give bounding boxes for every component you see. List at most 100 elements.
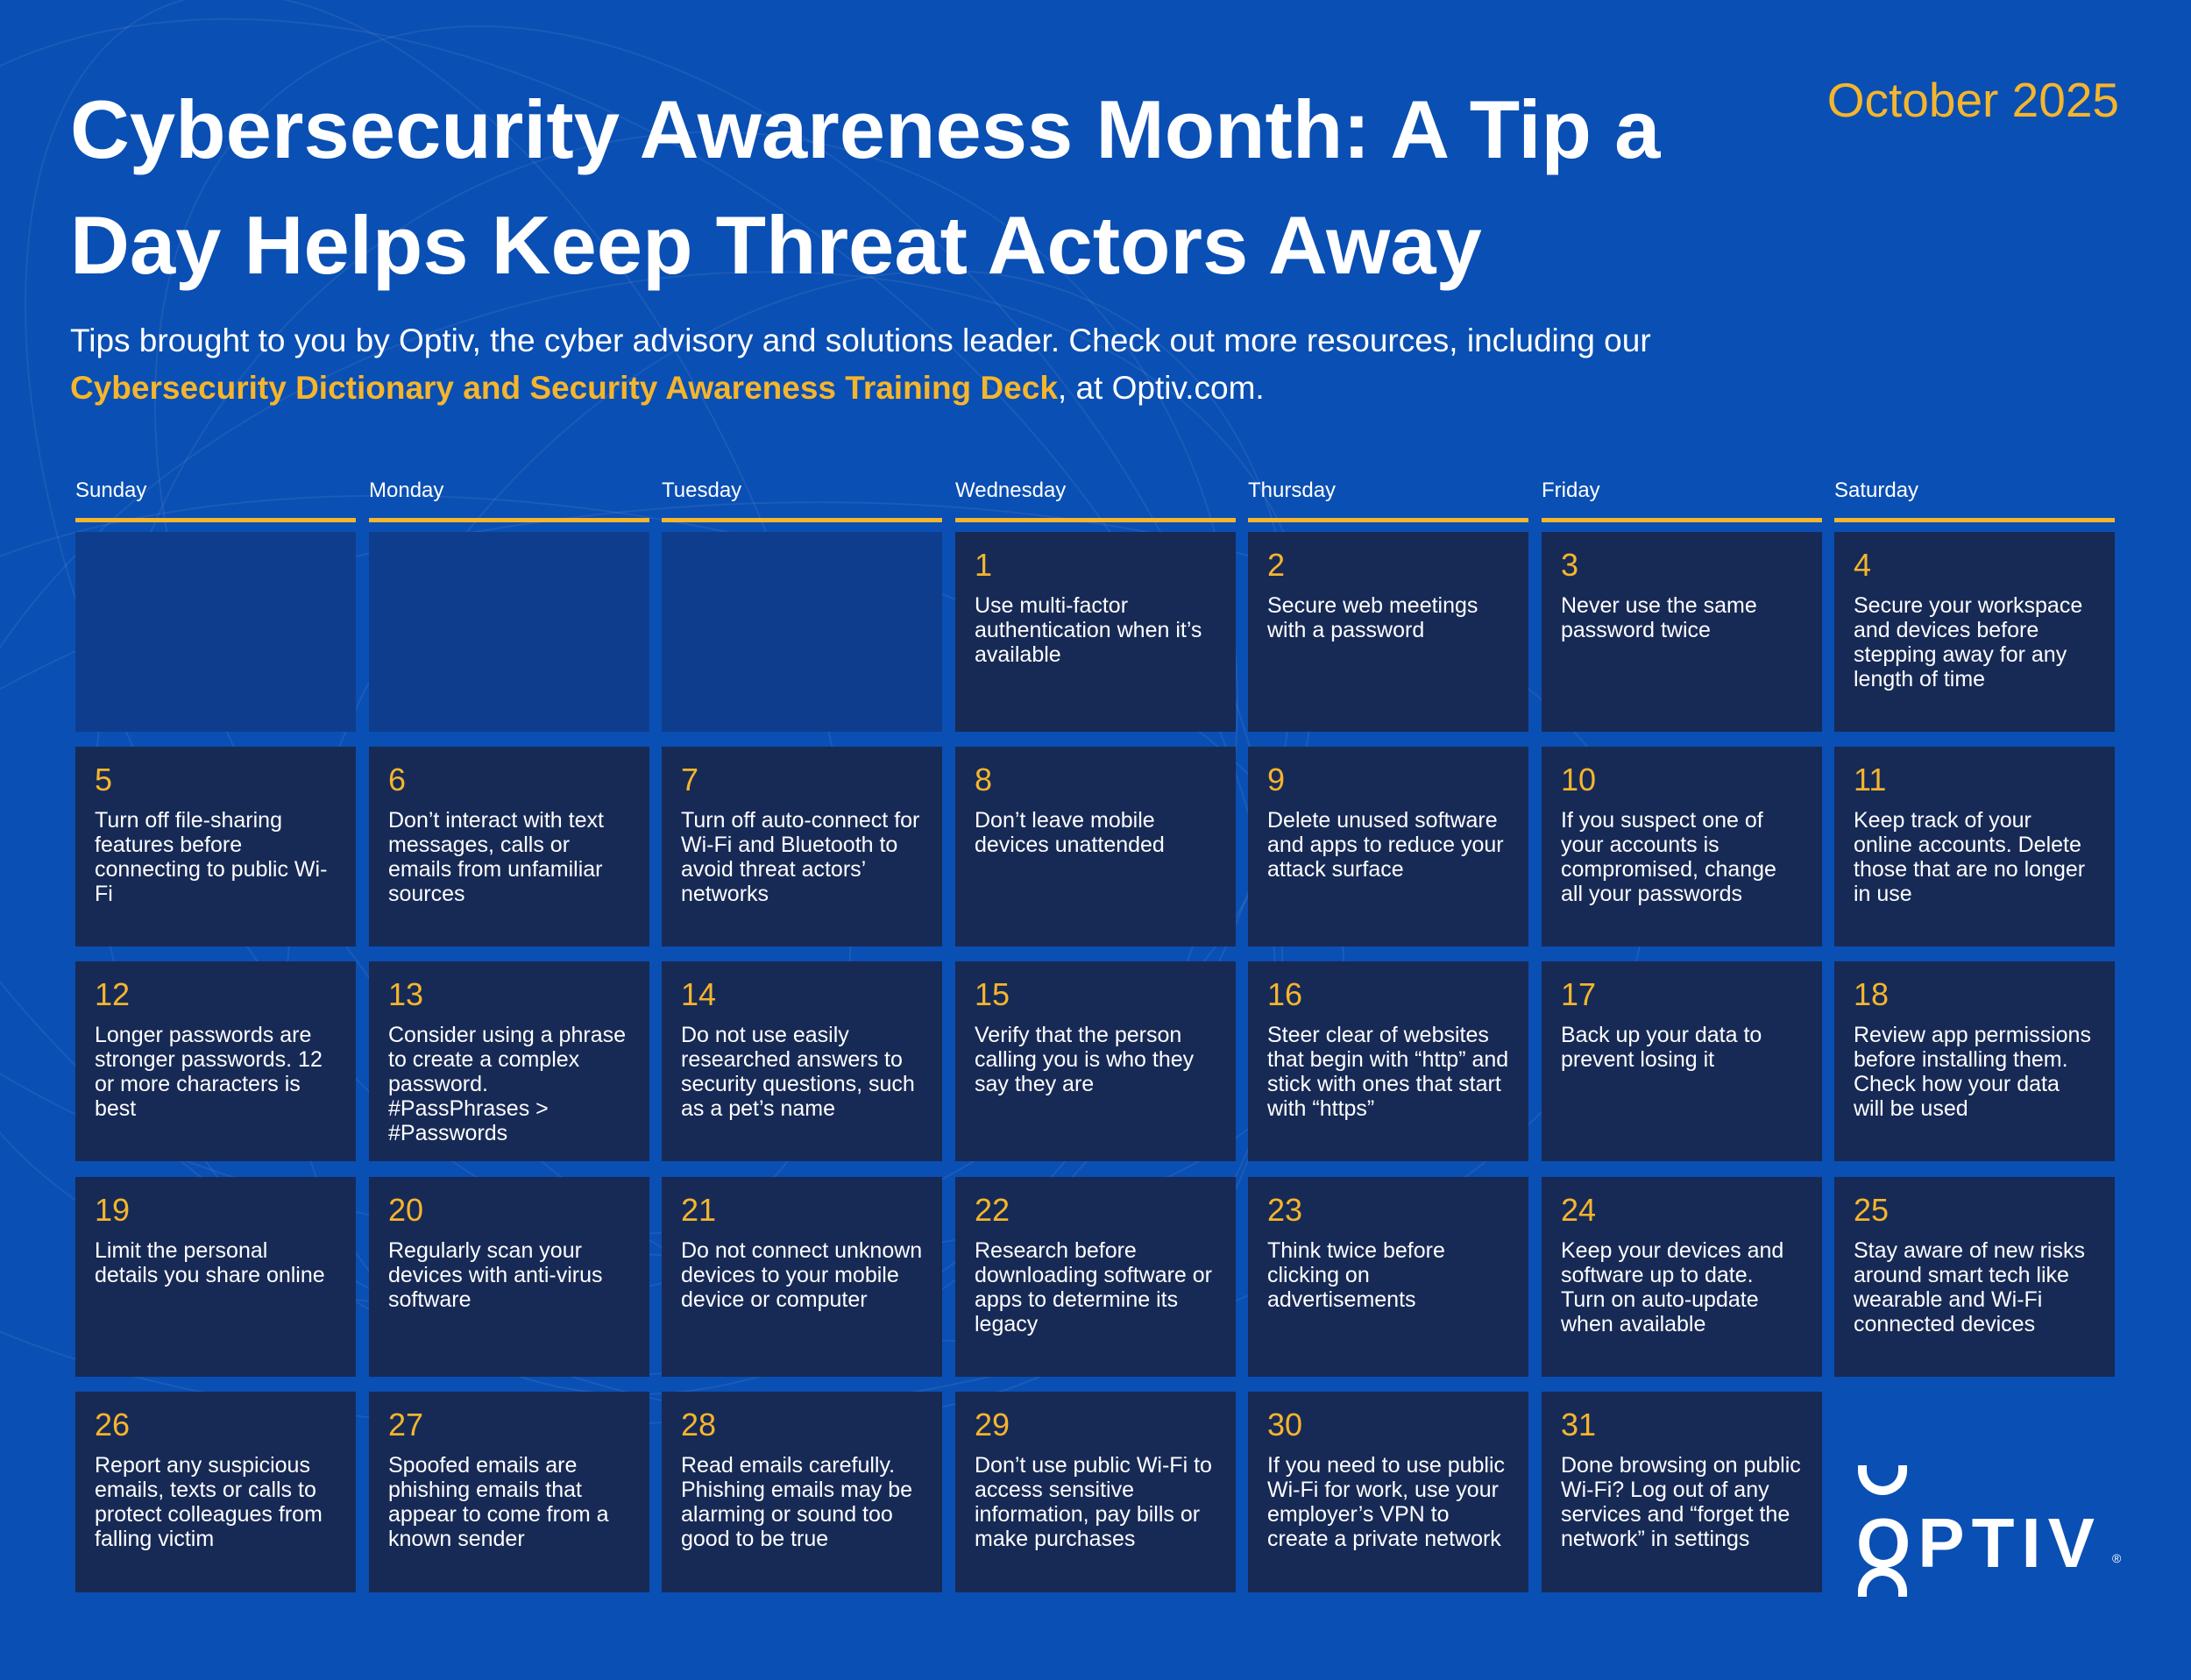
calendar-day: 12 Longer passwords are stronger passwor… bbox=[75, 961, 356, 1161]
calendar-day: 14 Do not use easily researched answers … bbox=[662, 961, 942, 1161]
calendar-day: 30 If you need to use public Wi-Fi for w… bbox=[1248, 1392, 1528, 1592]
calendar-day: 23 Think twice before clicking on advert… bbox=[1248, 1177, 1528, 1377]
day-number: 28 bbox=[681, 1407, 717, 1443]
day-number: 21 bbox=[681, 1192, 717, 1228]
weekday-thursday: Thursday bbox=[1248, 478, 1528, 522]
day-number: 17 bbox=[1561, 976, 1597, 1012]
tip-text: Back up your data to prevent losing it bbox=[1561, 1023, 1762, 1072]
tip-text: Review app permissions before installing… bbox=[1854, 1023, 2091, 1121]
optiv-logo: OPTIV ® bbox=[1856, 1465, 2121, 1597]
month-year-label: October 2025 bbox=[1826, 73, 2119, 127]
tip-text: Do not connect unknown devices to your m… bbox=[681, 1238, 923, 1312]
calendar-day: 22 Research before downloading software … bbox=[955, 1177, 1236, 1377]
weekday-wednesday: Wednesday bbox=[955, 478, 1236, 522]
day-number: 25 bbox=[1854, 1192, 1890, 1228]
tip-text: Think twice before clicking on advertise… bbox=[1267, 1238, 1445, 1312]
calendar-day: 27 Spoofed emails are phishing emails th… bbox=[369, 1392, 649, 1592]
weekday-sunday: Sunday bbox=[75, 478, 356, 522]
day-number: 10 bbox=[1561, 762, 1597, 797]
tip-text: Never use the same password twice bbox=[1561, 593, 1757, 642]
calendar-day: 11 Keep track of your online accounts. D… bbox=[1834, 747, 2115, 946]
calendar-day: 7 Turn off auto-connect for Wi-Fi and Bl… bbox=[662, 747, 942, 946]
day-number: 2 bbox=[1267, 547, 1286, 583]
tip-text: Don’t use public Wi-Fi to access sensiti… bbox=[975, 1453, 1212, 1551]
calendar-day: 2 Secure web meetings with a password bbox=[1248, 532, 1528, 732]
logo-wordmark: OPTIV bbox=[1856, 1504, 2102, 1582]
calendar-cell-empty bbox=[662, 532, 942, 732]
calendar-day: 15 Verify that the person calling you is… bbox=[955, 961, 1236, 1161]
tip-text: Limit the personal details you share onl… bbox=[95, 1238, 325, 1287]
tip-text: If you need to use public Wi-Fi for work… bbox=[1267, 1453, 1506, 1551]
calendar-cell-empty bbox=[75, 532, 356, 732]
intro-text-start: Tips brought to you by Optiv, the cyber … bbox=[70, 323, 1651, 358]
resources-link[interactable]: Cybersecurity Dictionary and Security Aw… bbox=[70, 370, 1058, 406]
day-number: 11 bbox=[1854, 762, 1887, 797]
day-number: 15 bbox=[975, 976, 1010, 1012]
day-number: 27 bbox=[388, 1407, 424, 1443]
tip-text: Turn off auto-connect for Wi-Fi and Blue… bbox=[681, 808, 920, 906]
day-number: 1 bbox=[975, 547, 993, 583]
day-number: 9 bbox=[1267, 762, 1286, 797]
day-number: 4 bbox=[1854, 547, 1872, 583]
day-number: 13 bbox=[388, 976, 424, 1012]
calendar-day: 31 Done browsing on public Wi-Fi? Log ou… bbox=[1542, 1392, 1822, 1592]
day-number: 30 bbox=[1267, 1407, 1303, 1443]
tip-text: Use multi-factor authentication when it’… bbox=[975, 593, 1202, 667]
day-number: 16 bbox=[1267, 976, 1303, 1012]
calendar-day: 18 Review app permissions before install… bbox=[1834, 961, 2115, 1161]
tip-text: Research before downloading software or … bbox=[975, 1238, 1212, 1336]
day-number: 8 bbox=[975, 762, 993, 797]
weekday-monday: Monday bbox=[369, 478, 649, 522]
tip-text: Spoofed emails are phishing emails that … bbox=[388, 1453, 609, 1551]
day-number: 22 bbox=[975, 1192, 1010, 1228]
tip-text: Consider using a phrase to create a comp… bbox=[388, 1023, 626, 1145]
day-number: 20 bbox=[388, 1192, 424, 1228]
weekday-friday: Friday bbox=[1542, 478, 1822, 522]
day-number: 3 bbox=[1561, 547, 1579, 583]
logo-arc-bottom bbox=[1858, 1567, 1907, 1597]
calendar-day: 21 Do not connect unknown devices to you… bbox=[662, 1177, 942, 1377]
day-number: 6 bbox=[388, 762, 407, 797]
calendar-day: 16 Steer clear of websites that begin wi… bbox=[1248, 961, 1528, 1161]
day-number: 19 bbox=[95, 1192, 131, 1228]
day-number: 24 bbox=[1561, 1192, 1597, 1228]
calendar-day: 1 Use multi-factor authentication when i… bbox=[955, 532, 1236, 732]
calendar-day: 19 Limit the personal details you share … bbox=[75, 1177, 356, 1377]
tip-text: Stay aware of new risks around smart tec… bbox=[1854, 1238, 2085, 1336]
calendar-cell-empty bbox=[369, 532, 649, 732]
logo-arc-top bbox=[1858, 1465, 1907, 1495]
calendar-day: 9 Delete unused software and apps to red… bbox=[1248, 747, 1528, 946]
calendar-day: 26 Report any suspicious emails, texts o… bbox=[75, 1392, 356, 1592]
tip-text: If you suspect one of your accounts is c… bbox=[1561, 808, 1776, 906]
calendar-day: 25 Stay aware of new risks around smart … bbox=[1834, 1177, 2115, 1377]
day-number: 5 bbox=[95, 762, 113, 797]
intro-text: Tips brought to you by Optiv, the cyber … bbox=[70, 317, 1735, 412]
weekday-saturday: Saturday bbox=[1834, 478, 2115, 522]
day-number: 7 bbox=[681, 762, 699, 797]
day-number: 29 bbox=[975, 1407, 1010, 1443]
tip-text: Regularly scan your devices with anti-vi… bbox=[388, 1238, 603, 1312]
calendar-day: 20 Regularly scan your devices with anti… bbox=[369, 1177, 649, 1377]
weekday-tuesday: Tuesday bbox=[662, 478, 942, 522]
calendar-day: 6 Don’t interact with text messages, cal… bbox=[369, 747, 649, 946]
tip-text: Secure your workspace and devices before… bbox=[1854, 593, 2083, 691]
calendar-day: 28 Read emails carefully. Phishing email… bbox=[662, 1392, 942, 1592]
tip-text: Keep your devices and software up to dat… bbox=[1561, 1238, 1784, 1336]
tip-text: Don’t leave mobile devices unattended bbox=[975, 808, 1165, 857]
tip-text: Longer passwords are stronger passwords.… bbox=[95, 1023, 323, 1121]
tip-text: Secure web meetings with a password bbox=[1267, 593, 1478, 642]
page-title: Cybersecurity Awareness Month: A Tip a D… bbox=[70, 83, 1661, 291]
calendar-day: 5 Turn off file-sharing features before … bbox=[75, 747, 356, 946]
day-number: 12 bbox=[95, 976, 131, 1012]
tip-text: Read emails carefully. Phishing emails m… bbox=[681, 1453, 913, 1551]
tip-text: Done browsing on public Wi-Fi? Log out o… bbox=[1561, 1453, 1801, 1551]
tip-text: Delete unused software and apps to reduc… bbox=[1267, 808, 1504, 882]
calendar-day: 3 Never use the same password twice bbox=[1542, 532, 1822, 732]
tip-text: Don’t interact with text messages, calls… bbox=[388, 808, 604, 906]
tip-text: Verify that the person calling you is wh… bbox=[975, 1023, 1195, 1096]
calendar-day: 4 Secure your workspace and devices befo… bbox=[1834, 532, 2115, 732]
day-number: 26 bbox=[95, 1407, 131, 1443]
calendar-day: 8 Don’t leave mobile devices unattended bbox=[955, 747, 1236, 946]
intro-text-end: , at Optiv.com. bbox=[1057, 370, 1265, 406]
tip-text: Do not use easily researched answers to … bbox=[681, 1023, 915, 1121]
